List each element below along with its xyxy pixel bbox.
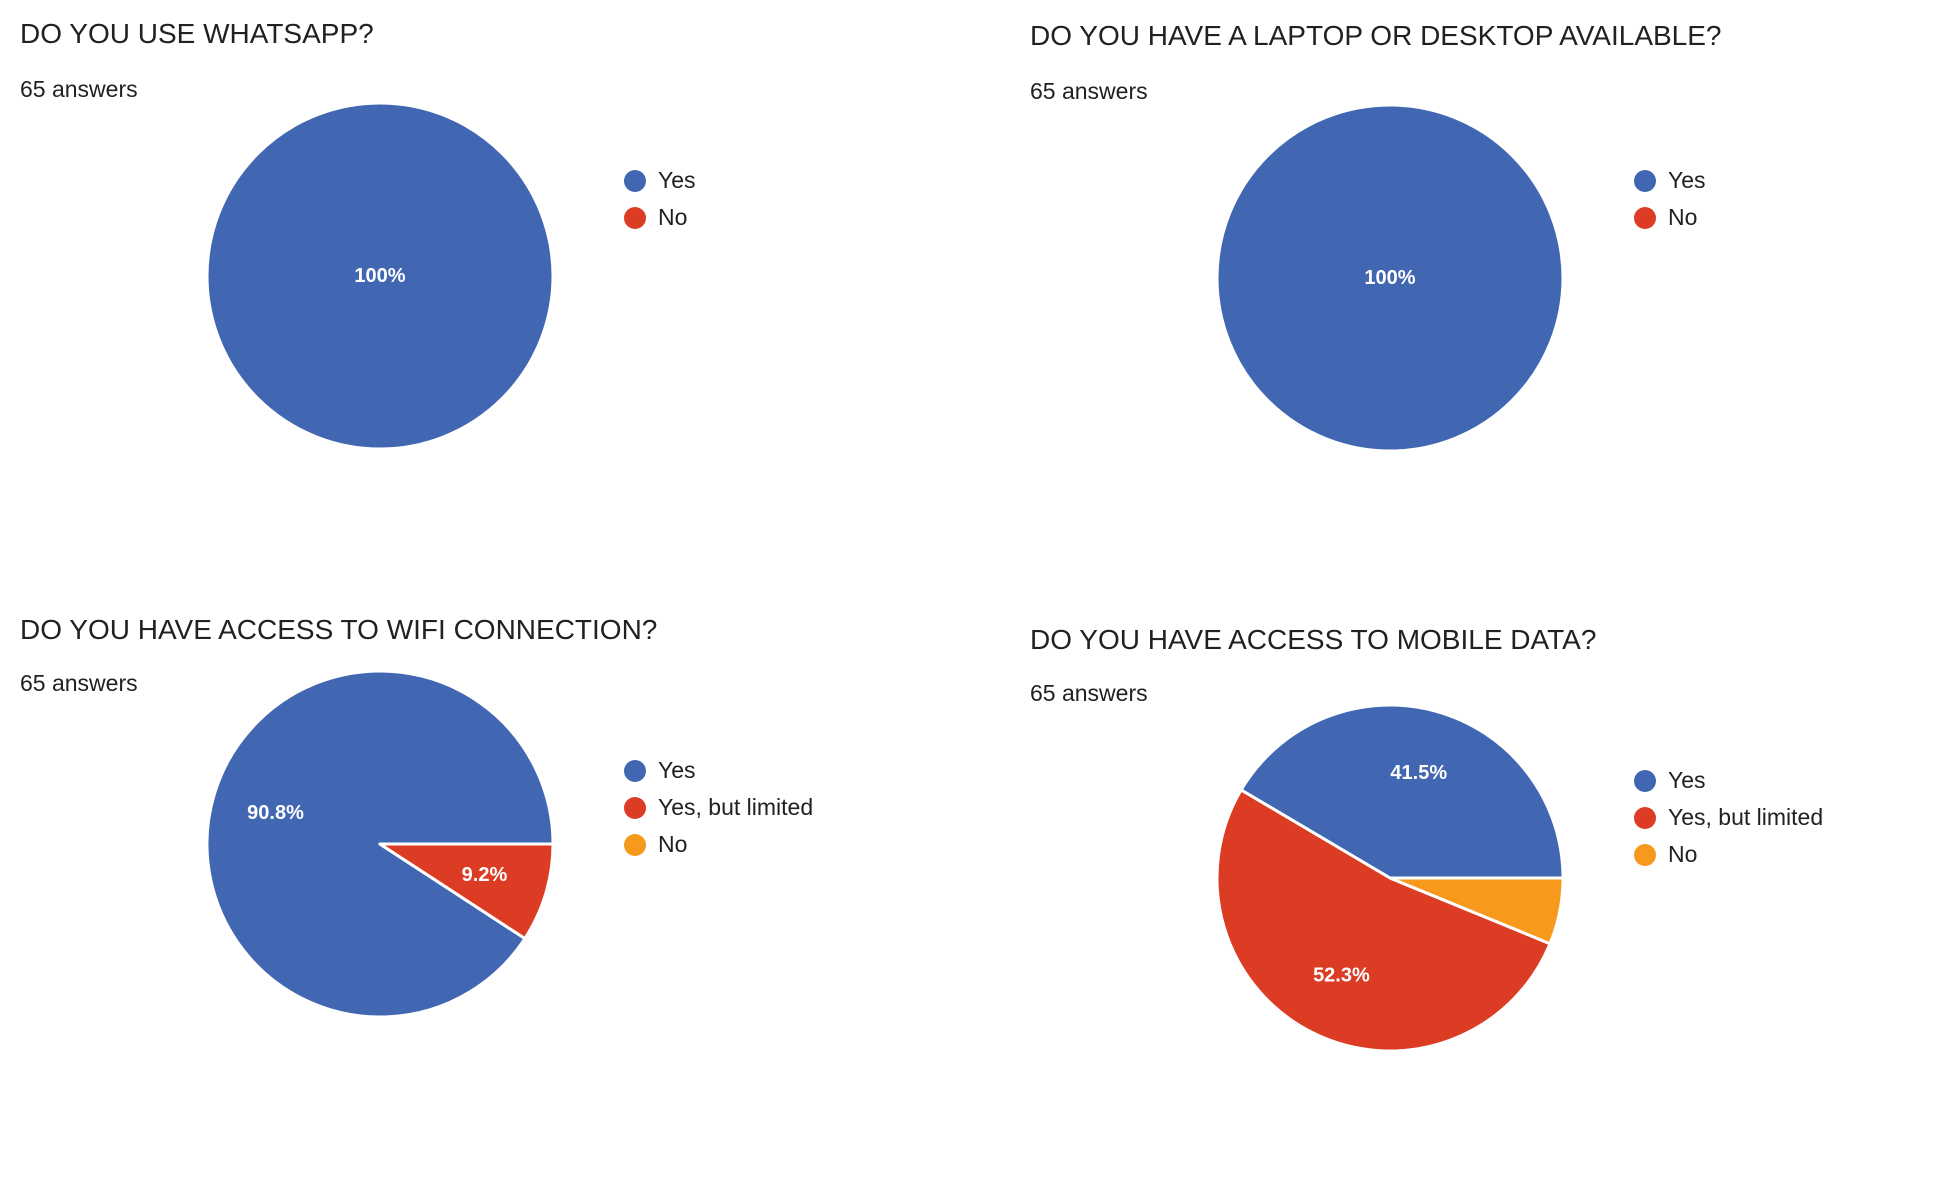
pie-slice-yes[interactable] xyxy=(1239,703,1565,880)
legend-label: No xyxy=(658,204,688,230)
chart-panel-mobile-data: DO YOU HAVE ACCESS TO MOBILE DATA? 65 an… xyxy=(1030,624,1957,1184)
legend-item-yes[interactable]: Yes xyxy=(624,752,813,789)
pie-slice-yes[interactable] xyxy=(1215,103,1565,453)
legend-label: Yes, but limited xyxy=(658,794,814,820)
legend-swatch xyxy=(624,169,646,192)
legend-swatch xyxy=(1634,169,1656,192)
chart-title: DO YOU HAVE ACCESS TO MOBILE DATA? xyxy=(1030,624,1597,655)
legend-label: Yes xyxy=(658,167,696,193)
legend-item-no[interactable]: No xyxy=(624,826,813,863)
chart-panel-whatsapp: DO YOU USE WHATSAPP? 65 answers 100% Yes… xyxy=(20,18,980,578)
pie-data-label: 100% xyxy=(354,265,405,287)
legend-label: No xyxy=(1668,204,1698,230)
legend-label: Yes xyxy=(1668,167,1706,193)
legend-label: No xyxy=(658,831,688,857)
legend-swatch xyxy=(624,833,646,856)
chart-subtitle: 65 answers xyxy=(20,670,138,696)
pie-chart: 100% xyxy=(205,101,555,451)
legend-label: No xyxy=(1668,841,1698,867)
legend-item-yes-but-limited[interactable]: Yes, but limited xyxy=(624,789,813,826)
pie-data-label: 90.8% xyxy=(247,802,304,824)
chart-subtitle: 65 answers xyxy=(20,76,138,102)
legend-item-no[interactable]: No xyxy=(624,199,696,236)
legend-swatch xyxy=(624,206,646,229)
chart-legend: Yes Yes, but limited No xyxy=(624,752,813,863)
legend-swatch xyxy=(624,796,646,819)
chart-legend: Yes No xyxy=(1634,162,1706,236)
legend-swatch xyxy=(1634,843,1656,866)
pie-data-label: 41.5% xyxy=(1390,762,1447,784)
legend-label: Yes xyxy=(1668,767,1706,793)
chart-title: DO YOU USE WHATSAPP? xyxy=(20,18,374,49)
pie-slice-yes-but-limited[interactable] xyxy=(378,842,555,941)
pie-slice-yes[interactable] xyxy=(205,101,555,451)
chart-legend: Yes Yes, but limited No xyxy=(1634,762,1823,873)
pie-data-label: 100% xyxy=(1364,267,1415,289)
pie-slice-yes-but-limited[interactable] xyxy=(1215,788,1552,1053)
legend-swatch xyxy=(1634,769,1656,792)
legend-item-yes[interactable]: Yes xyxy=(1634,762,1823,799)
pie-data-label: 9.2% xyxy=(462,864,508,886)
chart-panel-laptop: DO YOU HAVE A LAPTOP OR DESKTOP AVAILABL… xyxy=(1030,20,1957,580)
pie-chart: 90.8% 9.2% xyxy=(205,669,555,1019)
pie-chart: 41.5% 52.3% xyxy=(1215,703,1565,1053)
legend-swatch xyxy=(1634,206,1656,229)
legend-label: Yes xyxy=(658,757,696,783)
chart-legend: Yes No xyxy=(624,162,696,236)
pie-data-label: 52.3% xyxy=(1313,965,1370,987)
legend-item-yes-but-limited[interactable]: Yes, but limited xyxy=(1634,799,1823,836)
legend-label: Yes, but limited xyxy=(1668,804,1824,830)
chart-title: DO YOU HAVE ACCESS TO WIFI CONNECTION? xyxy=(20,614,658,645)
legend-swatch xyxy=(624,759,646,782)
chart-subtitle: 65 answers xyxy=(1030,78,1148,104)
chart-subtitle: 65 answers xyxy=(1030,680,1148,706)
legend-item-no[interactable]: No xyxy=(1634,199,1706,236)
legend-item-yes[interactable]: Yes xyxy=(624,162,696,199)
legend-item-yes[interactable]: Yes xyxy=(1634,162,1706,199)
pie-slice-no[interactable] xyxy=(1388,876,1565,946)
legend-item-no[interactable]: No xyxy=(1634,836,1823,873)
legend-swatch xyxy=(1634,806,1656,829)
chart-panel-wifi: DO YOU HAVE ACCESS TO WIFI CONNECTION? 6… xyxy=(20,614,980,1174)
chart-title: DO YOU HAVE A LAPTOP OR DESKTOP AVAILABL… xyxy=(1030,20,1722,51)
pie-chart: 100% xyxy=(1215,103,1565,453)
